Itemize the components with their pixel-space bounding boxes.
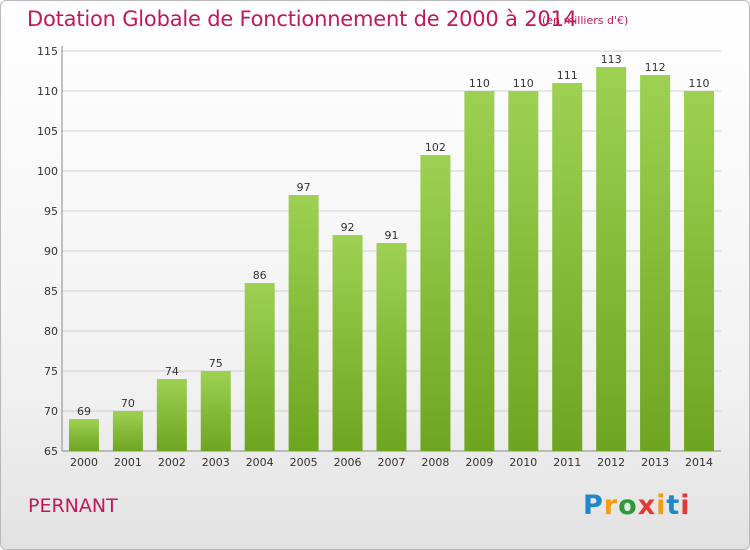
bar-2000 xyxy=(68,419,99,451)
x-tick-label: 2014 xyxy=(685,456,713,469)
y-tick-label: 100 xyxy=(37,165,58,178)
logo-letter: P xyxy=(583,490,604,521)
chart-title: Dotation Globale de Fonctionnement de 20… xyxy=(27,7,577,31)
value-label-2003: 75 xyxy=(209,357,223,370)
value-label-2001: 70 xyxy=(121,397,135,410)
bar-2008 xyxy=(420,155,451,451)
value-label-2004: 86 xyxy=(253,269,267,282)
value-label-2002: 74 xyxy=(165,365,179,378)
x-tick-label: 2009 xyxy=(465,456,493,469)
value-label-2012: 113 xyxy=(601,53,622,66)
x-tick-label: 2000 xyxy=(70,456,98,469)
y-tick-label: 110 xyxy=(37,85,58,98)
bar-2004 xyxy=(244,283,275,451)
proxiti-logo: Proxiti xyxy=(583,490,691,521)
logo-letter: x xyxy=(637,490,657,521)
logo-letter: i xyxy=(656,490,667,521)
y-tick-label: 65 xyxy=(44,445,58,458)
value-label-2009: 110 xyxy=(469,77,490,90)
x-tick-label: 2012 xyxy=(597,456,625,469)
y-tick-label: 80 xyxy=(44,325,58,338)
logo-letter: o xyxy=(618,490,638,521)
bars xyxy=(68,67,715,451)
bar-2014 xyxy=(684,91,715,451)
x-tick-label: 2007 xyxy=(378,456,406,469)
x-tick-label: 2001 xyxy=(114,456,142,469)
bar-2002 xyxy=(156,379,187,451)
bar-2013 xyxy=(640,75,671,451)
bar-2009 xyxy=(464,91,495,451)
y-tick-label: 90 xyxy=(44,245,58,258)
x-tick-label: 2010 xyxy=(509,456,537,469)
value-label-2008: 102 xyxy=(425,141,446,154)
y-tick-label: 115 xyxy=(37,45,58,58)
bar-2005 xyxy=(288,195,319,451)
value-label-2013: 112 xyxy=(645,61,666,74)
x-tick-label: 2008 xyxy=(421,456,449,469)
bar-2003 xyxy=(200,371,231,451)
x-tick-label: 2004 xyxy=(246,456,274,469)
value-label-2007: 91 xyxy=(385,229,399,242)
y-tick-label: 75 xyxy=(44,365,58,378)
y-tick-label: 70 xyxy=(44,405,58,418)
bar-2001 xyxy=(112,411,143,451)
bar-2012 xyxy=(596,67,627,451)
y-tick-label: 105 xyxy=(37,125,58,138)
commune-name: PERNANT xyxy=(28,495,118,517)
x-tick-label: 2013 xyxy=(641,456,669,469)
value-label-2005: 97 xyxy=(297,181,311,194)
value-label-2014: 110 xyxy=(689,77,710,90)
x-tick-label: 2011 xyxy=(553,456,581,469)
logo-letter: t xyxy=(666,490,681,521)
bar-2010 xyxy=(508,91,539,451)
bar-2006 xyxy=(332,235,363,451)
value-labels: 69 70 74 75 86 97 92 91 102 110 110 111 113 112 110 xyxy=(77,53,710,418)
x-tick-label: 2006 xyxy=(334,456,362,469)
bar-2007 xyxy=(376,243,407,451)
value-label-2006: 92 xyxy=(341,221,355,234)
value-label-2011: 111 xyxy=(557,69,578,82)
bar-2011 xyxy=(552,83,583,451)
x-tick-label: 2003 xyxy=(202,456,230,469)
x-tick-label: 2002 xyxy=(158,456,186,469)
y-tick-label: 85 xyxy=(44,285,58,298)
value-label-2010: 110 xyxy=(513,77,534,90)
y-tick-label: 95 xyxy=(44,205,58,218)
x-tick-label: 2005 xyxy=(290,456,318,469)
tick-labels: 65 70 75 80 85 90 95 100 105 110 115 2000 2001 2002 20… xyxy=(37,45,713,469)
logo-letter: i xyxy=(680,490,691,521)
logo-letter: r xyxy=(603,490,619,521)
value-label-2000: 69 xyxy=(77,405,91,418)
chart-subtitle: (en milliers d'€) xyxy=(542,14,629,27)
